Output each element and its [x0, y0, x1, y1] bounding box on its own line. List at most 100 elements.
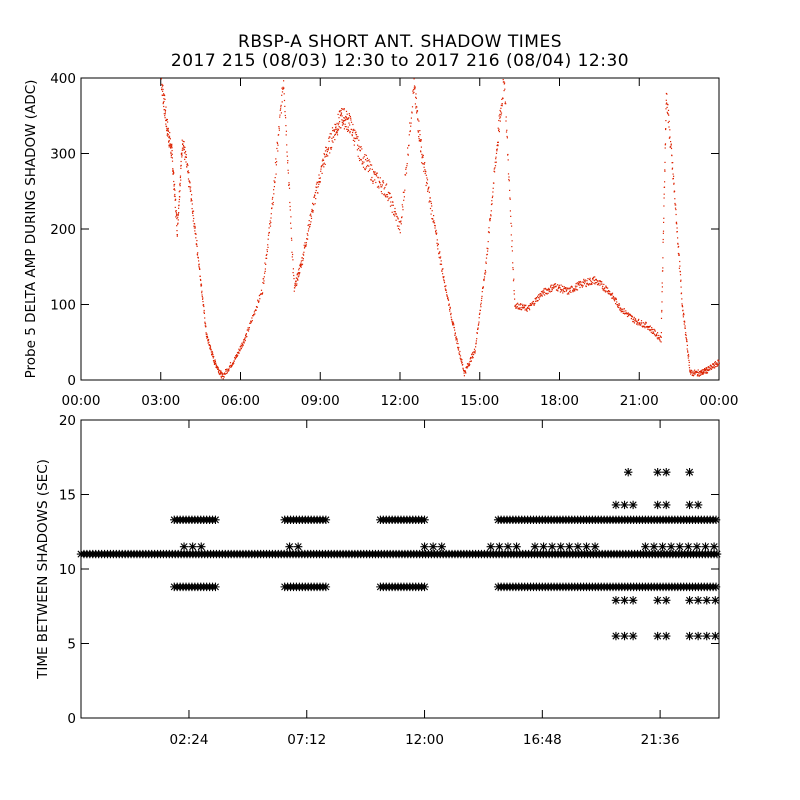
amp-point [413, 91, 415, 93]
amp-point [180, 164, 182, 166]
amp-point [307, 238, 309, 240]
amp-point [263, 280, 265, 282]
amp-point [421, 155, 423, 157]
amp-point [203, 309, 205, 312]
amp-point [647, 328, 649, 330]
amp-point [705, 367, 707, 369]
amp-point [254, 310, 256, 312]
amp-point [458, 352, 460, 354]
amp-point [660, 317, 663, 319]
amp-point [419, 130, 421, 132]
amp-point [180, 160, 182, 163]
amp-point [516, 306, 518, 308]
amp-point [315, 198, 317, 200]
amp-point [209, 348, 211, 350]
amp-point [693, 371, 695, 373]
amp-point [703, 369, 705, 372]
amp-point [632, 318, 635, 320]
amp-point [586, 283, 588, 285]
interval-point [641, 542, 650, 551]
amp-point [230, 366, 232, 368]
amp-point [705, 368, 707, 370]
amp-point [357, 155, 359, 157]
amp-point [348, 122, 350, 124]
amp-point [638, 322, 640, 324]
amp-point [185, 150, 187, 153]
amp-point [503, 81, 505, 83]
amp-point [292, 272, 294, 274]
amp-point [286, 144, 288, 146]
amp-point [618, 303, 620, 305]
amp-point [503, 83, 505, 85]
amp-point [268, 232, 270, 234]
amp-point [569, 287, 572, 289]
amp-point [543, 288, 545, 290]
amp-point [457, 346, 459, 348]
amp-point [235, 355, 237, 357]
amp-point [362, 157, 364, 159]
amp-point [374, 179, 376, 181]
amp-point [512, 280, 515, 282]
amp-point [625, 310, 627, 312]
amp-point [187, 178, 190, 180]
amp-point [365, 167, 367, 169]
amp-point [331, 146, 333, 149]
amp-point [305, 244, 307, 246]
amp-point [477, 327, 479, 329]
amp-point [270, 217, 272, 219]
amp-point [292, 259, 294, 261]
amp-point [258, 300, 260, 302]
amp-point [280, 108, 282, 110]
amp-point [450, 312, 452, 314]
amp-point [410, 122, 412, 124]
amp-point [533, 303, 535, 305]
amp-point [541, 295, 543, 297]
amp-point [611, 294, 613, 296]
amp-point [175, 216, 177, 218]
amp-point [688, 355, 690, 357]
amp-point [331, 140, 333, 142]
amp-point [200, 279, 202, 281]
amp-point [593, 280, 595, 282]
amp-point [653, 334, 656, 336]
amp-point [477, 324, 479, 326]
interval-point [702, 596, 711, 605]
amp-point [539, 295, 541, 297]
amp-point [206, 337, 208, 339]
amp-point [673, 183, 675, 185]
amp-point [651, 327, 653, 329]
amp-point [276, 147, 278, 150]
amp-point [656, 337, 658, 339]
amp-point [465, 372, 467, 374]
amp-point [466, 367, 468, 369]
amp-point [424, 162, 426, 164]
amp-point [658, 337, 660, 339]
amp-point [184, 152, 186, 154]
amp-point [493, 182, 495, 184]
amp-point [676, 231, 678, 233]
amp-point [238, 348, 240, 350]
amp-point [563, 287, 565, 290]
amp-point [195, 232, 197, 235]
amp-point [315, 183, 318, 185]
amp-point [675, 221, 678, 223]
amp-point [414, 86, 416, 88]
amp-point [404, 174, 407, 176]
amp-point [429, 200, 431, 202]
amp-point [220, 370, 222, 372]
amp-point [495, 152, 498, 154]
interval-point [711, 596, 720, 605]
amp-point [480, 306, 482, 308]
amp-point [680, 280, 682, 282]
amp-point [287, 172, 289, 174]
amp-point [302, 253, 304, 255]
amp-point [272, 204, 274, 206]
amp-point [615, 303, 617, 305]
amp-point [582, 281, 585, 283]
amp-point [175, 214, 178, 216]
amp-point [381, 193, 383, 195]
amp-point [483, 276, 486, 278]
amp-point [382, 181, 384, 183]
amp-point [355, 137, 357, 139]
amp-point [308, 220, 310, 222]
